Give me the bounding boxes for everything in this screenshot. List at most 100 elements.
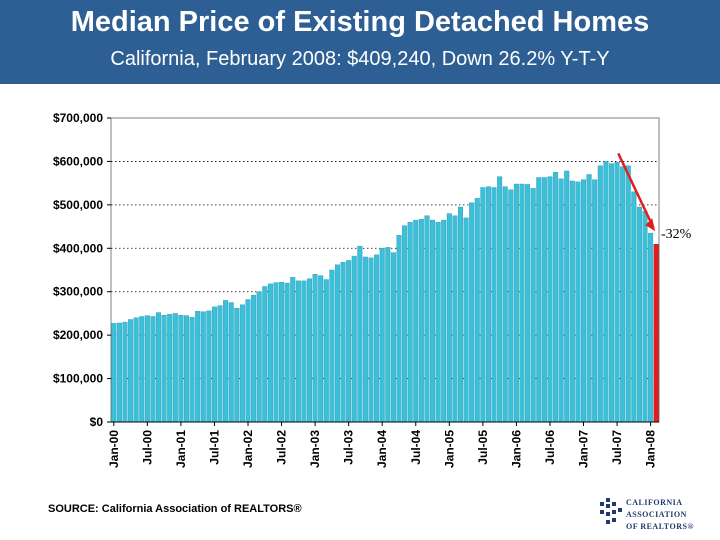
bar (625, 165, 631, 423)
bar (413, 219, 419, 423)
bar (223, 300, 229, 423)
y-tick-label: $200,000 (53, 328, 103, 342)
decline-arrowhead (645, 218, 656, 232)
source-note: SOURCE: California Association of REALTO… (48, 503, 302, 515)
y-tick-label: $500,000 (53, 198, 103, 212)
bar (234, 308, 240, 423)
x-tick-label: Jul-06 (543, 430, 557, 465)
bar (122, 321, 128, 423)
x-tick-label: Jul-02 (275, 430, 289, 465)
bar (312, 274, 318, 423)
bar (340, 261, 346, 423)
bar (329, 269, 335, 423)
bar (457, 206, 463, 423)
bar (608, 163, 614, 423)
bar (351, 255, 357, 423)
x-tick-label: Jul-07 (610, 430, 624, 465)
bar (239, 304, 245, 423)
bar (558, 178, 564, 423)
x-tick-label: Jul-04 (409, 430, 423, 465)
bar (474, 198, 480, 423)
bar (631, 191, 637, 423)
x-tick-label: Jan-06 (509, 430, 523, 468)
bar (178, 314, 184, 423)
bar (620, 166, 626, 423)
bar (385, 247, 391, 423)
bar (161, 314, 167, 423)
bar (497, 176, 503, 423)
bar (502, 186, 508, 423)
page-subtitle: California, February 2008: $409,240, Dow… (110, 48, 610, 70)
decline-arrow (617, 152, 654, 226)
bar (334, 264, 340, 423)
x-tick-label: Jul-05 (476, 430, 490, 465)
bar (525, 184, 531, 423)
bar (256, 291, 262, 423)
bar (357, 245, 363, 423)
bar (541, 177, 547, 423)
x-tick-label: Jan-05 (442, 430, 456, 468)
bar-highlight (653, 244, 659, 423)
bar (128, 319, 134, 423)
bar (463, 217, 469, 423)
bar (374, 254, 380, 423)
annotation-label: -32% (661, 227, 692, 242)
bar (441, 219, 447, 423)
bar (480, 187, 486, 423)
x-tick-label: Jan-04 (375, 430, 389, 468)
bar (530, 188, 536, 423)
bar (279, 281, 285, 423)
bar (139, 316, 145, 423)
header-banner: Median Price of Existing Detached Homes … (0, 0, 720, 84)
y-tick-label: $600,000 (53, 154, 103, 168)
x-tick-label: Jan-07 (577, 430, 591, 468)
bar (307, 278, 312, 423)
bar (379, 248, 385, 423)
bar (446, 213, 452, 423)
bar (295, 280, 301, 423)
bar (251, 294, 257, 423)
bar (262, 286, 268, 423)
x-tick-label: Jul-00 (140, 430, 154, 465)
bar (519, 183, 525, 423)
bar (133, 317, 139, 423)
bar (614, 162, 620, 423)
bar (642, 211, 648, 423)
bar (390, 252, 396, 423)
bar (111, 323, 117, 423)
bar (435, 222, 441, 423)
bar (228, 302, 234, 423)
car-logo: CALIFORNIA ASSOCIATION OF REALTORS® (598, 494, 710, 534)
bar (569, 180, 575, 423)
bar (206, 310, 212, 423)
bar (167, 314, 173, 423)
bar (430, 219, 436, 423)
bar (396, 235, 402, 423)
x-tick-label: Jan-01 (174, 430, 188, 468)
bar (116, 322, 122, 423)
y-tick-label: $400,000 (53, 241, 103, 255)
bar (407, 222, 413, 423)
bar (150, 316, 156, 423)
y-tick-label: $300,000 (53, 285, 103, 299)
bar (424, 215, 430, 423)
bar (200, 311, 206, 423)
bar (485, 186, 491, 423)
bar (245, 299, 251, 423)
x-tick-label: Jan-08 (644, 430, 658, 468)
bar (301, 280, 307, 423)
bar (290, 277, 296, 423)
bar (368, 257, 374, 423)
logo-line-2: ASSOCIATION (626, 510, 687, 519)
bar (508, 189, 514, 423)
bar (452, 215, 458, 423)
x-tick-label: Jul-03 (342, 430, 356, 465)
y-tick-label: $0 (90, 415, 104, 429)
bar (469, 202, 475, 423)
bar (183, 315, 189, 423)
bar (586, 174, 592, 423)
bar (547, 176, 553, 423)
bar (189, 317, 195, 423)
y-tick-label: $100,000 (53, 372, 103, 386)
